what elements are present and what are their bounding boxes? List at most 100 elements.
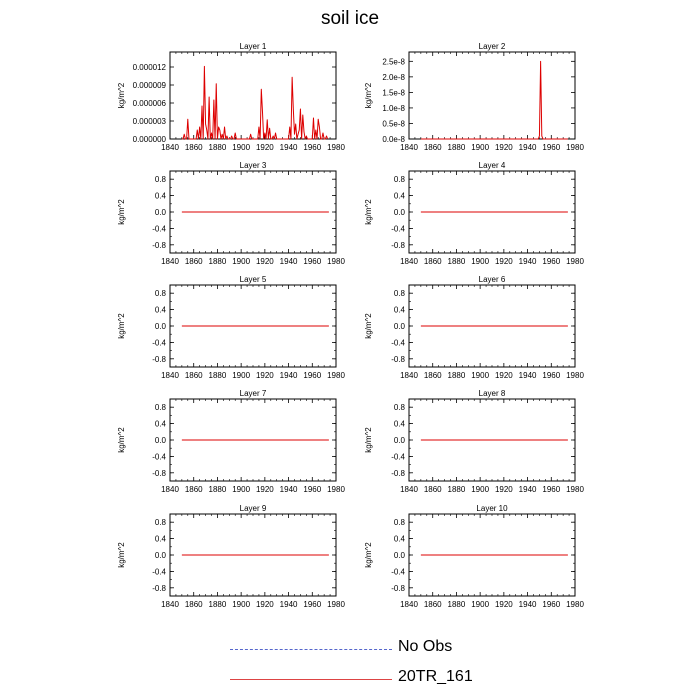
x-tick-label: 1860 — [424, 371, 442, 380]
x-tick-label: 1940 — [519, 371, 537, 380]
y-tick-label: -0.4 — [152, 452, 166, 461]
chart-panel: Layer 3 1840 1860 1880 1900 1920 1940 1960 1980 -… — [117, 161, 345, 266]
x-tick-label: 1840 — [161, 257, 179, 266]
x-tick-label: 1940 — [519, 143, 537, 152]
x-tick-label: 1980 — [566, 257, 584, 266]
x-tick-label: 1920 — [256, 600, 274, 609]
x-tick-label: 1920 — [256, 371, 274, 380]
x-tick-label: 1980 — [327, 143, 345, 152]
x-tick-label: 1880 — [448, 371, 466, 380]
y-tick-label: -0.8 — [391, 241, 405, 250]
y-tick-label: -0.4 — [391, 567, 405, 576]
chart-panel: Layer 1 1840 1860 1880 1900 1920 1940 1960 1980 0… — [117, 42, 345, 152]
y-tick-label: -0.4 — [152, 567, 166, 576]
plot-frame — [169, 51, 337, 140]
x-tick-label: 1960 — [303, 371, 321, 380]
y-tick-label: 1.5e-8 — [382, 88, 405, 97]
x-tick-label: 1960 — [303, 257, 321, 266]
x-tick-label: 1940 — [519, 600, 537, 609]
y-tick-label: 0.8 — [394, 289, 406, 298]
x-tick-label: 1860 — [424, 143, 442, 152]
chart-panel: Layer 5 1840 1860 1880 1900 1920 1940 1960 1980 -… — [117, 275, 345, 380]
y-tick-label: 0.000006 — [133, 99, 167, 108]
x-tick-label: 1940 — [280, 371, 298, 380]
y-axis-label: kg/m^2 — [364, 542, 373, 568]
chart-panel: Layer 7 1840 1860 1880 1900 1920 1940 1960 1980 -… — [117, 389, 345, 494]
y-tick-label: 0.4 — [394, 420, 406, 429]
y-tick-label: 0.0 — [155, 208, 167, 217]
x-tick-label: 1980 — [327, 257, 345, 266]
x-tick-label: 1920 — [256, 257, 274, 266]
x-tick-label: 1940 — [519, 485, 537, 494]
x-tick-label: 1840 — [161, 600, 179, 609]
y-tick-label: 0.4 — [155, 192, 167, 201]
y-axis-label: kg/m^2 — [117, 427, 126, 453]
y-tick-label: 2.5e-8 — [382, 57, 405, 66]
x-tick-label: 1880 — [448, 600, 466, 609]
x-tick-label: 1860 — [424, 257, 442, 266]
x-tick-label: 1880 — [209, 371, 227, 380]
y-tick-label: -0.8 — [152, 241, 166, 250]
chart-panel: Layer 6 1840 1860 1880 1900 1920 1940 1960 1980 -… — [364, 275, 584, 380]
x-tick-label: 1940 — [280, 485, 298, 494]
x-tick-label: 1860 — [185, 600, 203, 609]
y-tick-label: 0.000012 — [133, 63, 167, 72]
x-tick-label: 1940 — [280, 143, 298, 152]
y-tick-label: 0.0e-8 — [382, 135, 405, 144]
panel-title: Layer 10 — [476, 504, 508, 513]
x-tick-label: 1880 — [448, 485, 466, 494]
x-tick-label: 1960 — [542, 485, 560, 494]
x-tick-label: 1900 — [471, 485, 489, 494]
panel-title: Layer 4 — [479, 161, 506, 170]
x-tick-label: 1840 — [400, 485, 418, 494]
x-tick-label: 1860 — [185, 143, 203, 152]
figure-title: soil ice — [320, 8, 380, 29]
y-axis-label: kg/m^2 — [364, 199, 373, 225]
y-axis-label: kg/m^2 — [364, 82, 373, 108]
x-tick-label: 1980 — [566, 371, 584, 380]
y-tick-label: 0.8 — [155, 403, 167, 412]
panel-title: Layer 5 — [240, 275, 267, 284]
x-tick-label: 1840 — [400, 600, 418, 609]
legend-item-20tr-161: 20TR_161 — [0, 668, 700, 692]
x-tick-label: 1920 — [256, 485, 274, 494]
y-tick-label: 0.4 — [394, 192, 406, 201]
y-tick-label: -0.8 — [152, 469, 166, 478]
y-tick-label: -0.8 — [152, 355, 166, 364]
x-tick-label: 1900 — [471, 143, 489, 152]
y-axis-label: kg/m^2 — [117, 542, 126, 568]
legend-swatch-solid — [230, 679, 392, 680]
y-tick-label: 0.4 — [155, 420, 167, 429]
y-tick-label: -0.8 — [391, 469, 405, 478]
series-line — [181, 65, 329, 140]
x-tick-label: 1980 — [327, 371, 345, 380]
x-tick-label: 1880 — [209, 485, 227, 494]
x-tick-label: 1900 — [471, 600, 489, 609]
x-tick-label: 1840 — [161, 143, 179, 152]
x-tick-label: 1900 — [232, 485, 250, 494]
y-tick-label: 0.4 — [394, 535, 406, 544]
panel-title: Layer 9 — [240, 504, 267, 513]
y-tick-label: 2.0e-8 — [382, 73, 405, 82]
y-tick-label: -0.4 — [391, 224, 405, 233]
y-axis-label: kg/m^2 — [117, 199, 126, 225]
x-tick-label: 1860 — [185, 485, 203, 494]
panel-title: Layer 6 — [479, 275, 506, 284]
legend-item-no-obs: No Obs — [0, 638, 700, 662]
y-tick-label: 0.0 — [155, 436, 167, 445]
x-tick-label: 1860 — [424, 600, 442, 609]
x-tick-label: 1880 — [209, 143, 227, 152]
y-tick-label: 0.5e-8 — [382, 119, 405, 128]
y-tick-label: 0.8 — [155, 518, 167, 527]
x-tick-label: 1980 — [566, 143, 584, 152]
x-tick-label: 1960 — [303, 485, 321, 494]
x-tick-label: 1940 — [280, 257, 298, 266]
y-tick-label: -0.8 — [391, 355, 405, 364]
y-tick-label: 0.4 — [155, 306, 167, 315]
legend-label: 20TR_161 — [398, 668, 473, 685]
y-tick-label: -0.4 — [152, 338, 166, 347]
y-tick-label: 0.000003 — [133, 117, 167, 126]
x-tick-label: 1960 — [542, 600, 560, 609]
x-tick-label: 1960 — [303, 143, 321, 152]
